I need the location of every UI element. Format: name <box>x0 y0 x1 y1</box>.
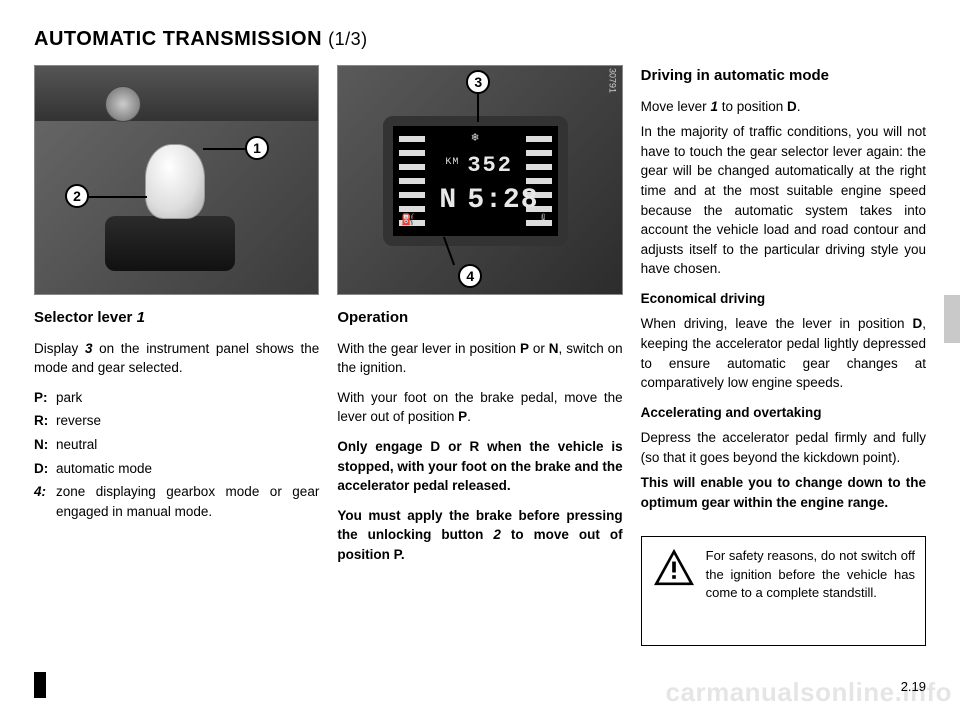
distance-value: 352 <box>467 150 513 182</box>
def-d: D:automatic mode <box>34 459 319 479</box>
title-main: AUTOMATIC TRANSMISSION <box>34 28 322 50</box>
eco-p: When driving, leave the lever in positio… <box>641 314 926 392</box>
content-columns: 30793 1 2 Selector lever 1 Display 3 on … <box>34 65 926 646</box>
dash-panel <box>35 66 318 121</box>
screen-inner: ❄ KM 352 N 5:28 ⛽ 🌡 <box>393 126 558 236</box>
callout-1: 1 <box>245 136 269 160</box>
fuel-bars <box>399 136 425 226</box>
def-p: P:park <box>34 388 319 408</box>
def-4: 4:zone displaying gearbox mode or gear e… <box>34 482 319 521</box>
figure-selector-lever: 30793 1 2 <box>34 65 319 295</box>
time-value: 5:28 <box>467 181 538 222</box>
column-3: Driving in automatic mode Move lever 1 t… <box>641 65 926 646</box>
heading-num: 1 <box>137 309 145 326</box>
eco-heading: Economical driving <box>641 289 926 309</box>
fuel-icon: ⛽ <box>401 214 415 230</box>
corner-mark <box>34 672 46 698</box>
def-r: R:reverse <box>34 411 319 431</box>
warning-text: For safety reasons, do not switch off th… <box>706 547 915 602</box>
manual-page: AUTOMATIC TRANSMISSION (1/3) 30793 1 2 S… <box>0 0 960 710</box>
image-id: 30791 <box>606 68 619 93</box>
callout-2: 2 <box>65 184 89 208</box>
callout-4: 4 <box>458 264 482 288</box>
warning-box: For safety reasons, do not switch off th… <box>641 536 926 646</box>
lever-knob <box>145 144 205 219</box>
selector-lever-heading: Selector lever 1 <box>34 307 319 329</box>
column-1: 30793 1 2 Selector lever 1 Display 3 on … <box>34 65 319 646</box>
operation-p2: With your foot on the brake pedal, move … <box>337 388 622 427</box>
gear-definitions: P:park R:reverse N:neutral D:automatic m… <box>34 388 319 521</box>
callout-3: 3 <box>466 70 490 94</box>
callout-2-line <box>87 196 147 198</box>
callout-1-line <box>203 148 247 150</box>
figure-display: 30791 ❄ KM 352 N 5:28 ⛽ <box>337 65 622 295</box>
selector-lever-desc: Display 3 on the instrument panel shows … <box>34 339 319 378</box>
section-tab <box>944 295 960 343</box>
snow-icon: ❄ <box>471 130 478 147</box>
dash-knob <box>105 86 141 122</box>
accel-heading: Accelerating and overtaking <box>641 403 926 423</box>
temp-icon: 🌡 <box>536 214 550 230</box>
instrument-display: ❄ KM 352 N 5:28 ⛽ 🌡 <box>383 116 568 246</box>
lever-base <box>105 216 235 271</box>
warning-icon <box>652 547 696 587</box>
accel-p2: This will enable you to change down to t… <box>641 473 926 512</box>
auto-mode-heading: Driving in automatic mode <box>641 65 926 87</box>
def-n: N:neutral <box>34 435 319 455</box>
km-label: KM <box>445 156 459 171</box>
operation-heading: Operation <box>337 307 622 329</box>
column-2: 30791 ❄ KM 352 N 5:28 ⛽ <box>337 65 622 646</box>
page-title: AUTOMATIC TRANSMISSION (1/3) <box>34 28 926 51</box>
callout-3-line <box>477 92 479 122</box>
auto-mode-p1: Move lever 1 to position D. <box>641 97 926 117</box>
gear-indicator: N <box>439 181 456 222</box>
operation-p3: Only engage D or R when the vehicle is s… <box>337 437 622 496</box>
heading-text: Selector lever <box>34 309 137 326</box>
title-part: (1/3) <box>328 29 368 49</box>
operation-p1: With the gear lever in position P or N, … <box>337 339 622 378</box>
operation-p4: You must apply the brake before pressing… <box>337 506 622 565</box>
accel-p1: Depress the accelerator pedal firmly and… <box>641 428 926 467</box>
page-number: 2.19 <box>901 679 926 694</box>
auto-mode-p2: In the majority of traffic conditions, y… <box>641 122 926 279</box>
